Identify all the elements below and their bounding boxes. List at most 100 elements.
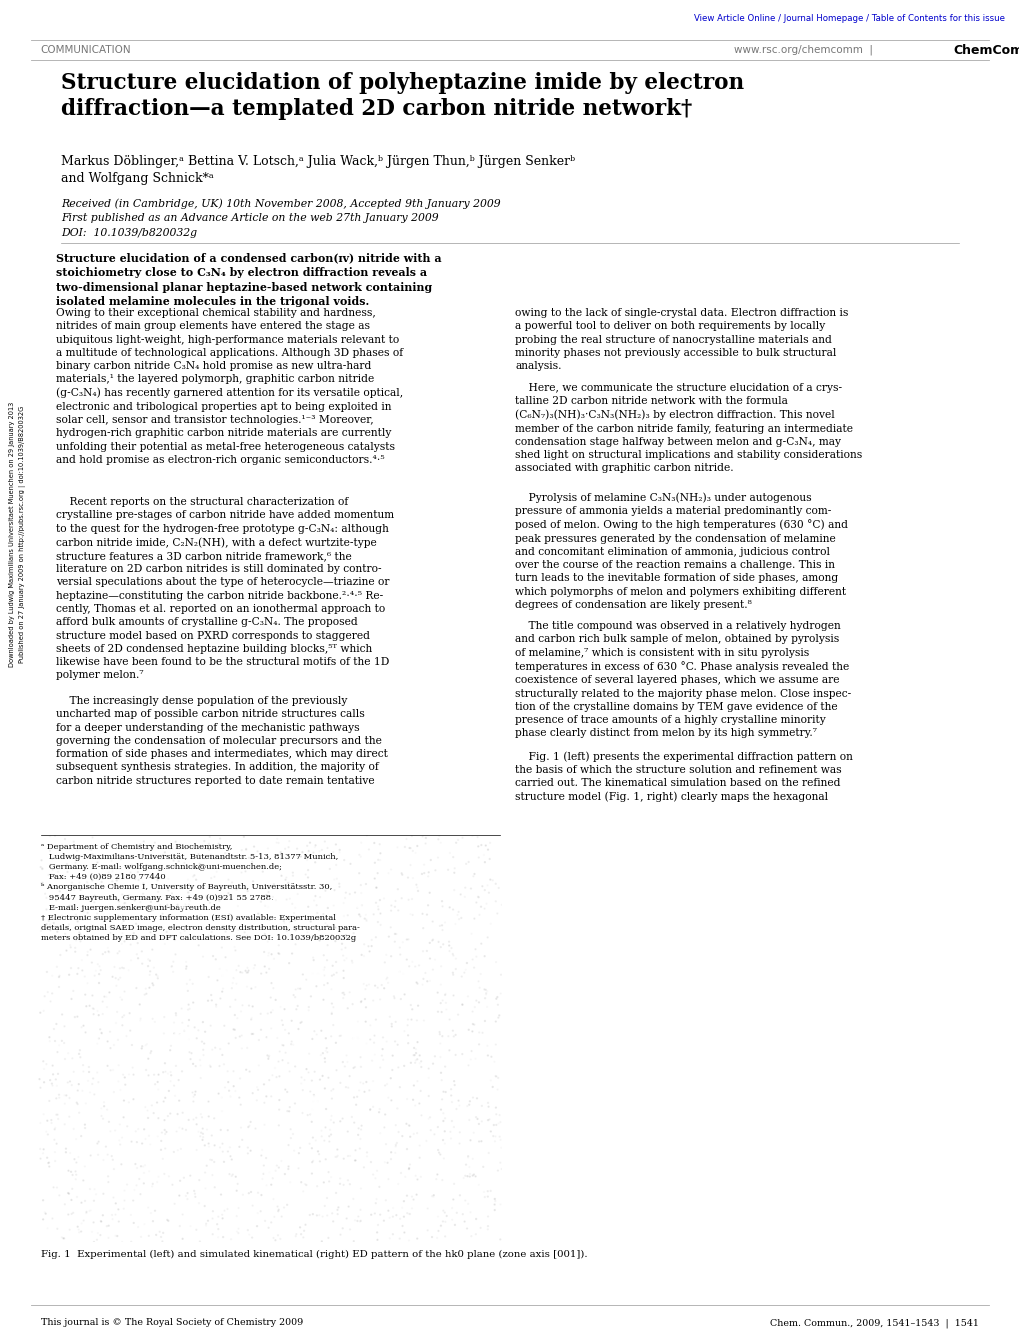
Point [93,1105,109,1127]
Point [653,1161,669,1183]
Point [239,1143,256,1164]
Point [306,961,322,983]
Point [160,868,176,889]
Point [479,926,495,948]
Point [291,1216,308,1238]
Point [201,967,217,988]
Point [479,1045,495,1067]
Point [391,961,408,983]
Point [362,1099,378,1120]
Point [275,1035,291,1056]
Point [114,1007,130,1028]
Point [369,862,385,884]
Point [323,1003,339,1024]
Point [237,960,254,981]
Point [410,880,426,901]
Point [448,1202,465,1223]
Point [461,1093,477,1115]
Point [331,841,347,862]
Point [404,888,420,909]
Point [79,902,96,924]
Point [300,860,316,881]
Point [140,897,156,918]
Point [386,930,403,952]
Point [426,1124,442,1145]
Point [212,988,228,1009]
Point [419,1220,435,1242]
Point [166,929,182,951]
Point [202,892,218,913]
Point [476,852,492,873]
Point [281,888,298,909]
Point [280,952,297,973]
Point [359,1141,375,1163]
Point [365,904,381,925]
Point [395,1055,412,1076]
Point [429,1227,445,1248]
Point [275,1197,291,1219]
Point [139,1033,155,1055]
Point [284,862,301,884]
Point [149,1092,165,1113]
Point [77,984,94,1005]
Point [205,945,221,967]
Point [452,884,469,905]
Point [98,987,114,1008]
Point [189,1113,205,1135]
Point [387,1136,404,1157]
Point [395,1222,412,1243]
Point [73,1220,90,1242]
Point [153,1131,169,1152]
Point [224,1164,240,1185]
Point [379,1073,395,1095]
Point [160,1105,176,1127]
Point [302,832,318,853]
Point [143,1203,159,1224]
Point [356,933,372,955]
Point [331,873,347,894]
Point [86,1004,102,1025]
Point [61,896,77,917]
Point [332,1072,348,1093]
Point [355,1073,371,1095]
Point [327,834,343,856]
Point [362,1099,378,1120]
Point [479,1219,495,1240]
Point [140,1197,156,1219]
Point [219,1120,235,1141]
Point [280,1135,297,1156]
Point [200,1091,216,1112]
Point [270,1115,286,1136]
Point [169,894,185,916]
Point [398,949,415,971]
Point [829,1161,846,1183]
Point [356,1156,372,1177]
Point [185,1091,202,1112]
Text: Markus Döblinger,ᵃ Bettina V. Lotsch,ᵃ Julia Wack,ᵇ Jürgen Thun,ᵇ Jürgen Senkerᵇ: Markus Döblinger,ᵃ Bettina V. Lotsch,ᵃ J… [61,155,575,186]
Point [57,1048,73,1069]
Point [281,830,298,852]
Point [325,1015,341,1036]
Point [106,956,122,977]
Point [367,1203,383,1224]
Point [242,1061,258,1083]
Point [101,1215,117,1236]
Point [104,1145,120,1167]
Point [372,842,388,864]
Point [100,1031,116,1052]
Point [261,1045,277,1067]
Point [93,1211,109,1232]
Point [280,837,297,858]
Point [358,1071,374,1092]
Point [130,869,147,890]
Point [487,873,503,894]
Point [470,846,486,868]
Point [417,963,433,984]
Point [227,989,244,1011]
Point [266,1206,282,1227]
Point [445,1025,462,1047]
Point [280,872,297,893]
Point [409,1228,425,1250]
Point [415,941,431,963]
Point [33,856,49,877]
